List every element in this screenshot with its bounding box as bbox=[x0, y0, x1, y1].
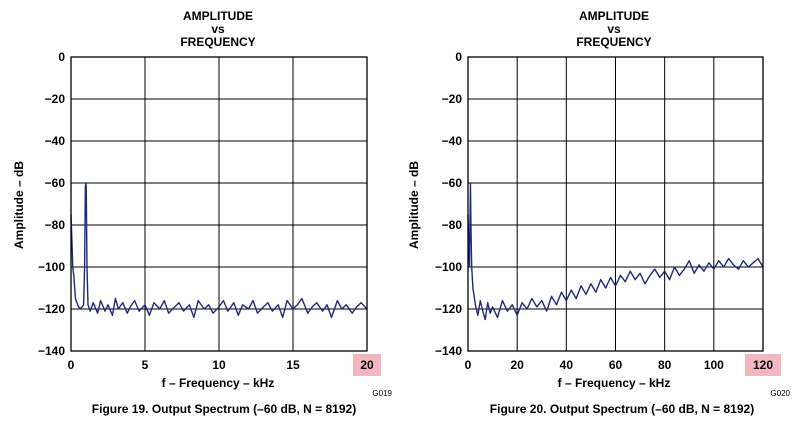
y-tick-label: −60 bbox=[442, 176, 463, 190]
plot-frame bbox=[70, 56, 368, 352]
chart-title-line-3: FREQUENCY bbox=[576, 35, 651, 49]
x-tick-label: 20 bbox=[360, 358, 374, 372]
y-tick-label: 0 bbox=[58, 50, 65, 64]
y-tick-label: 0 bbox=[455, 50, 462, 64]
x-tick-label: 40 bbox=[560, 358, 574, 372]
x-tick-label: 10 bbox=[212, 358, 226, 372]
chart-title-line-1: AMPLITUDE bbox=[579, 9, 649, 23]
x-tick-label: 100 bbox=[704, 358, 724, 372]
y-axis-label: Amplitude – dB bbox=[407, 161, 421, 249]
y-tick-label: −80 bbox=[442, 218, 463, 232]
tick-highlight bbox=[745, 354, 781, 376]
x-tick-label: 80 bbox=[658, 358, 672, 372]
chart-fig19: AMPLITUDE vs FREQUENCY 0 −20 −40 −60 −80 −100… bbox=[12, 9, 393, 416]
tick-highlight bbox=[353, 354, 381, 376]
y-tick-label: −20 bbox=[442, 92, 463, 106]
x-axis-label: f – Frequency – kHz bbox=[558, 376, 671, 390]
plot-frame bbox=[467, 56, 764, 352]
x-axis-label: f – Frequency – kHz bbox=[162, 376, 275, 390]
y-tick-label: −140 bbox=[38, 344, 65, 358]
y-tick-label: −20 bbox=[45, 92, 66, 106]
y-tick-label: −120 bbox=[435, 302, 462, 316]
graph-code: G020 bbox=[770, 389, 790, 398]
chart-title-line-3: FREQUENCY bbox=[180, 35, 255, 49]
series-line bbox=[70, 182, 368, 319]
x-tick-label: 15 bbox=[286, 358, 300, 372]
y-axis-label: Amplitude – dB bbox=[12, 161, 26, 249]
chart-fig20: AMPLITUDE vs FREQUENCY 0 −20 −40 −60 −80 −100… bbox=[407, 9, 791, 416]
y-tick-label: −40 bbox=[442, 134, 463, 148]
y-tick-label: −40 bbox=[45, 134, 66, 148]
figure-caption: Figure 19. Output Spectrum (–60 dB, N = … bbox=[92, 402, 356, 416]
chart-title-line-2: vs bbox=[607, 22, 621, 36]
x-tick-label: 0 bbox=[465, 358, 472, 372]
y-tick-label: −120 bbox=[38, 302, 65, 316]
chart-title-line-1: AMPLITUDE bbox=[183, 9, 253, 23]
x-tick-label: 5 bbox=[142, 358, 149, 372]
y-tick-label: −140 bbox=[435, 344, 462, 358]
x-tick-label: 60 bbox=[609, 358, 623, 372]
y-tick-label: −60 bbox=[45, 176, 66, 190]
graph-code: G019 bbox=[372, 389, 392, 398]
x-tick-label: 20 bbox=[510, 358, 524, 372]
y-tick-label: −100 bbox=[435, 260, 462, 274]
series-line bbox=[467, 182, 764, 321]
x-tick-label: 120 bbox=[753, 358, 773, 372]
chart-title-line-2: vs bbox=[211, 22, 225, 36]
y-tick-label: −100 bbox=[38, 260, 65, 274]
figure-caption: Figure 20. Output Spectrum (–60 dB, N = … bbox=[490, 402, 754, 416]
x-tick-label: 0 bbox=[68, 358, 75, 372]
y-tick-label: −80 bbox=[45, 218, 66, 232]
